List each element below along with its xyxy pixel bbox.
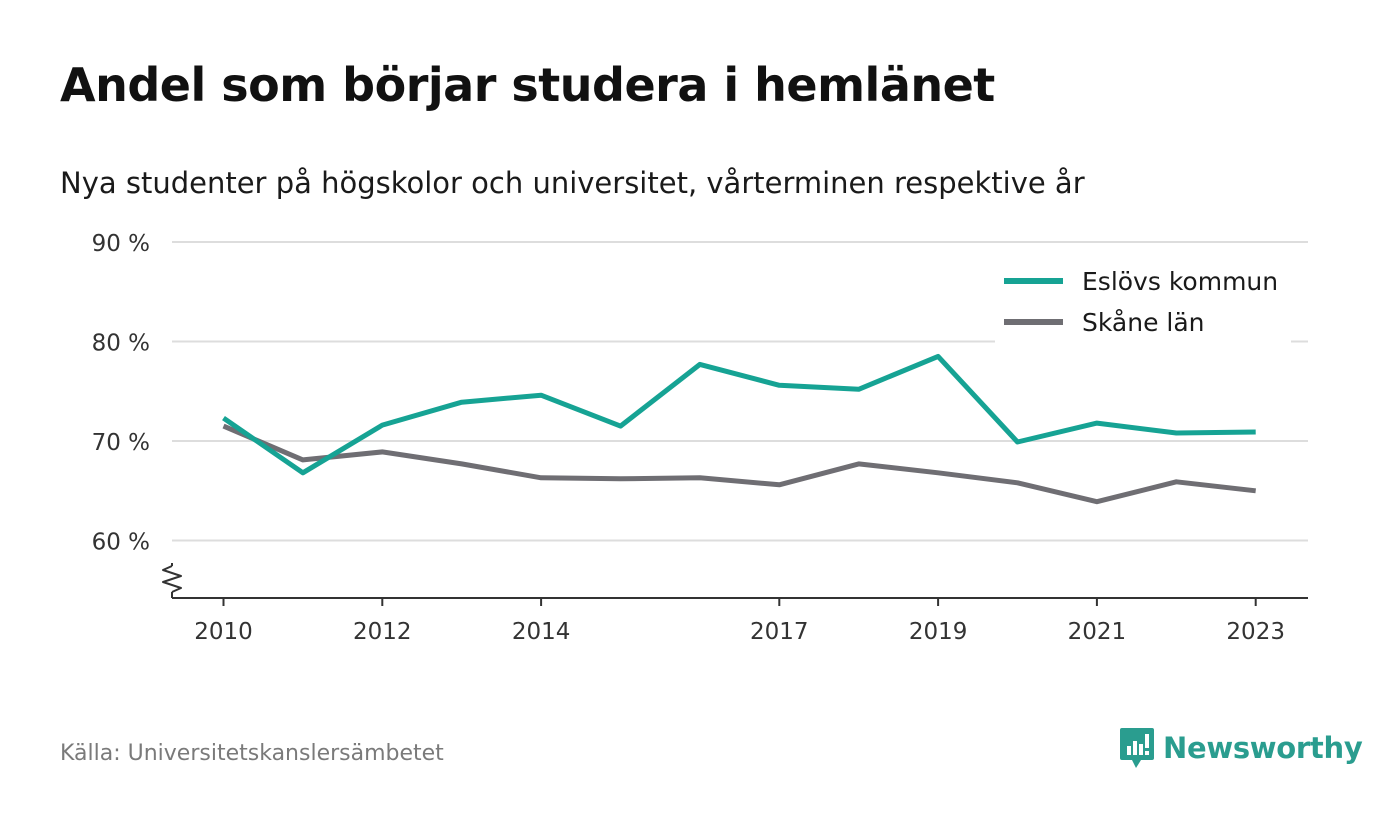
y-axis-break: [162, 565, 182, 593]
brand-name: Newsworthy: [1163, 731, 1363, 765]
legend: Eslövs kommun Skåne län: [995, 262, 1291, 344]
y-tick-label: 60 %: [92, 530, 150, 556]
x-tick-label: 2023: [1226, 619, 1285, 645]
x-tick-label: 2014: [512, 619, 571, 645]
legend-label: Skåne län: [1082, 308, 1205, 337]
y-tick-label: 80 %: [92, 331, 150, 357]
series-line-2: [222, 423, 1256, 505]
x-tick-label: 2012: [353, 619, 412, 645]
chart-subtitle: Nya studenter på högskolor och universit…: [60, 166, 1085, 200]
brand-logo: Newsworthy: [1119, 726, 1363, 770]
series-line-1: [222, 353, 1256, 476]
axes: 60 % 70 % 80 % 90 % 2010 2012 2014 2017 2019 2021…: [92, 231, 1308, 645]
newsworthy-logo-icon: [1120, 728, 1154, 768]
series-lines: [222, 353, 1256, 505]
x-tick-label: 2010: [194, 619, 253, 645]
y-tick-label: 90 %: [92, 231, 150, 257]
chart-title: Andel som börjar studera i hemlänet: [60, 58, 995, 112]
legend-label: Eslövs kommun: [1082, 267, 1278, 296]
x-tick-label: 2021: [1068, 619, 1127, 645]
x-tick-label: 2017: [750, 619, 809, 645]
source-note: Källa: Universitetskanslersämbetet: [60, 741, 444, 766]
legend-background: [995, 262, 1291, 344]
y-tick-label: 70 %: [92, 430, 150, 456]
x-tick-label: 2019: [909, 619, 968, 645]
